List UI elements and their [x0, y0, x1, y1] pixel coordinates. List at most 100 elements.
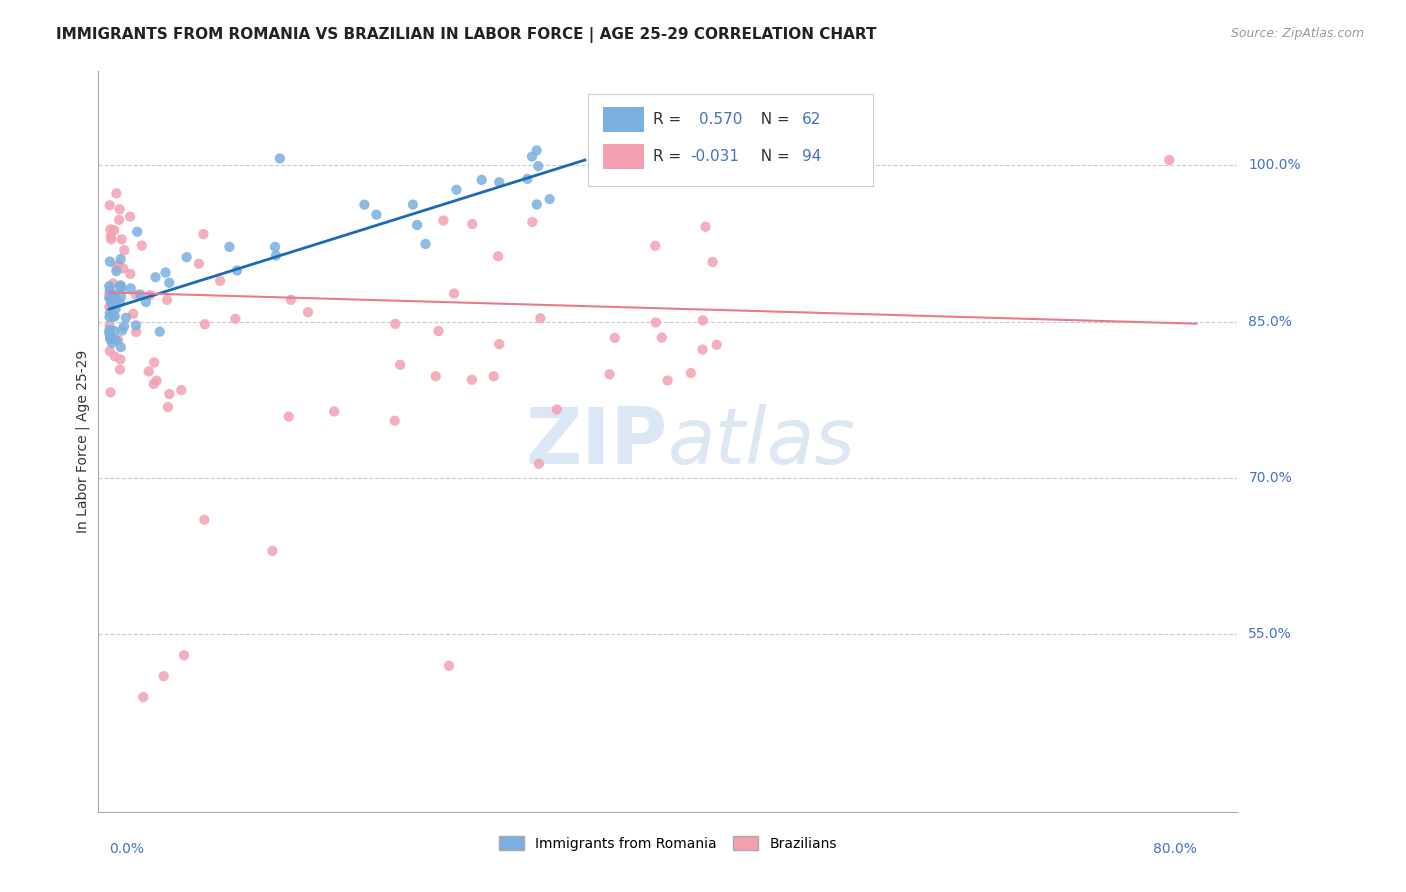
Point [103, 277, 125, 291]
Point [101, 335, 124, 350]
Point [157, 276, 180, 290]
Point [432, 213, 454, 227]
Point [98, 292, 121, 306]
Text: IMMIGRANTS FROM ROMANIA VS BRAZILIAN IN LABOR FORCE | AGE 25-29 CORRELATION CHAR: IMMIGRANTS FROM ROMANIA VS BRAZILIAN IN … [56, 27, 877, 43]
Point [679, 366, 702, 380]
Point [103, 223, 125, 237]
Point [695, 219, 717, 234]
Point [415, 236, 437, 251]
Point [482, 369, 505, 384]
Point [100, 291, 122, 305]
Point [100, 385, 122, 400]
FancyBboxPatch shape [603, 107, 644, 132]
Point [98, 344, 121, 359]
Point [105, 264, 128, 278]
Point [427, 324, 450, 338]
Point [193, 227, 215, 242]
Point [127, 225, 149, 239]
Text: N =: N = [751, 149, 794, 164]
Point [471, 173, 494, 187]
Text: -0.031: -0.031 [690, 149, 740, 164]
Point [603, 331, 626, 345]
Point [110, 352, 132, 367]
Point [1159, 153, 1181, 167]
Point [122, 307, 145, 321]
Point [187, 257, 209, 271]
Point [692, 343, 714, 357]
Point [98, 323, 121, 337]
Point [100, 232, 122, 246]
Point [100, 229, 122, 244]
Point [218, 240, 240, 254]
Text: 85.0%: 85.0% [1249, 315, 1292, 328]
Point [209, 274, 232, 288]
Text: atlas: atlas [668, 403, 856, 480]
Text: Source: ZipAtlas.com: Source: ZipAtlas.com [1230, 27, 1364, 40]
Point [443, 286, 465, 301]
Point [105, 260, 128, 274]
Point [98, 198, 121, 212]
Point [527, 457, 550, 471]
Point [692, 313, 714, 327]
Point [277, 409, 299, 424]
Point [488, 175, 510, 189]
Point [353, 197, 375, 211]
Point [599, 368, 621, 382]
Point [529, 311, 551, 326]
Text: R =: R = [652, 112, 690, 127]
Point [98, 326, 121, 340]
Point [139, 288, 162, 302]
Point [526, 144, 548, 158]
Point [100, 294, 122, 309]
Point [108, 295, 131, 310]
Point [98, 254, 121, 268]
Point [264, 248, 287, 262]
Point [129, 287, 152, 301]
Point [98, 326, 121, 341]
Point [104, 290, 127, 304]
Point [107, 258, 129, 272]
Point [105, 333, 128, 347]
Point [135, 295, 157, 310]
Point [297, 305, 319, 319]
Point [366, 208, 388, 222]
Point [98, 300, 121, 314]
Point [98, 287, 121, 301]
Point [173, 648, 195, 663]
Point [104, 290, 127, 304]
Point [488, 337, 510, 351]
Text: ZIP: ZIP [526, 403, 668, 480]
Text: 0.0%: 0.0% [110, 842, 145, 856]
Point [138, 364, 160, 378]
FancyBboxPatch shape [588, 94, 873, 186]
Point [110, 282, 132, 296]
Text: 62: 62 [803, 112, 821, 127]
Point [157, 387, 180, 401]
Point [125, 287, 148, 301]
Point [100, 301, 122, 316]
Point [98, 279, 121, 293]
Point [98, 290, 121, 304]
Point [176, 250, 198, 264]
Point [486, 249, 509, 263]
Point [156, 293, 179, 307]
Point [125, 325, 148, 339]
Text: 0.570: 0.570 [699, 112, 742, 127]
Point [170, 383, 193, 397]
Point [100, 222, 122, 236]
Point [103, 324, 125, 338]
Point [657, 374, 679, 388]
Point [402, 197, 425, 211]
Point [98, 284, 121, 298]
Point [105, 186, 128, 201]
Point [142, 376, 165, 391]
Point [120, 210, 142, 224]
Point [406, 218, 429, 232]
Point [100, 286, 122, 301]
Point [644, 316, 666, 330]
Point [681, 114, 703, 128]
Point [108, 362, 131, 376]
Point [193, 513, 215, 527]
Point [520, 150, 543, 164]
Point [516, 172, 538, 186]
